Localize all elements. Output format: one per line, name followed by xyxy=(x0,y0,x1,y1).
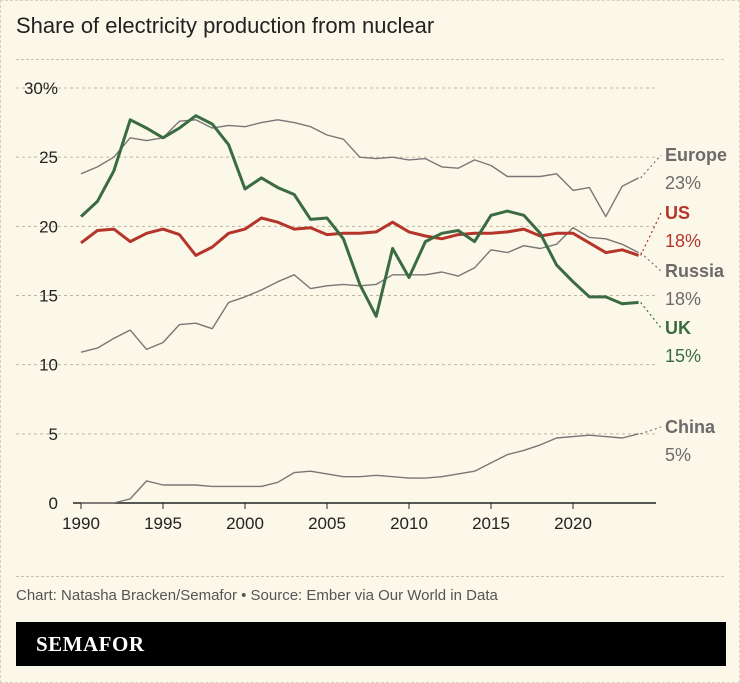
divider xyxy=(16,576,724,577)
leader-line xyxy=(640,252,662,272)
x-tick-label: 1990 xyxy=(62,514,100,533)
y-tick-label: 25 xyxy=(39,148,58,167)
series-label: China xyxy=(665,417,716,437)
leader-line xyxy=(640,426,662,435)
leader-line xyxy=(640,302,662,329)
series-line-us xyxy=(80,216,640,257)
series-end-value: 18% xyxy=(665,231,701,251)
series-line-china xyxy=(81,433,639,504)
chart-title: Share of electricity production from nuc… xyxy=(16,13,435,38)
series-line-uk xyxy=(79,114,639,318)
y-tick-label: 0 xyxy=(49,494,58,513)
semafor-logo: SEMAFOR xyxy=(36,632,145,656)
series-label: UK xyxy=(665,318,691,338)
series-label: Russia xyxy=(665,261,725,281)
y-tick-label: 20 xyxy=(39,217,58,236)
series-label: Europe xyxy=(665,145,727,165)
divider xyxy=(16,59,724,60)
series-label: US xyxy=(665,203,690,223)
x-tick-label: 2020 xyxy=(554,514,592,533)
line-chart: 0 5 10 15 20 25 30% 1990 1995 2000 2005 2010 2015 202… xyxy=(16,79,727,533)
series-line-russia xyxy=(80,226,639,353)
brand-footer: SEMAFOR xyxy=(16,622,726,666)
series-end-value: 18% xyxy=(665,289,701,309)
x-tick-label: 2005 xyxy=(308,514,346,533)
series-end-value: 23% xyxy=(665,173,701,193)
x-tick-label: 1995 xyxy=(144,514,182,533)
source-note: Chart: Natasha Bracken/Semafor • Source:… xyxy=(16,587,498,604)
series-end-value: 15% xyxy=(665,346,701,366)
y-tick-label: 30% xyxy=(24,79,58,98)
x-tick-label: 2000 xyxy=(226,514,264,533)
y-tick-label: 10 xyxy=(39,356,58,375)
series-end-value: 5% xyxy=(665,445,691,465)
x-tick-label: 2015 xyxy=(472,514,510,533)
leader-line xyxy=(640,154,662,179)
y-tick-label: 5 xyxy=(49,425,58,444)
series-line-europe xyxy=(80,119,639,218)
x-tick-label: 2010 xyxy=(390,514,428,533)
leader-line xyxy=(640,212,662,256)
y-tick-label: 15 xyxy=(39,287,58,306)
